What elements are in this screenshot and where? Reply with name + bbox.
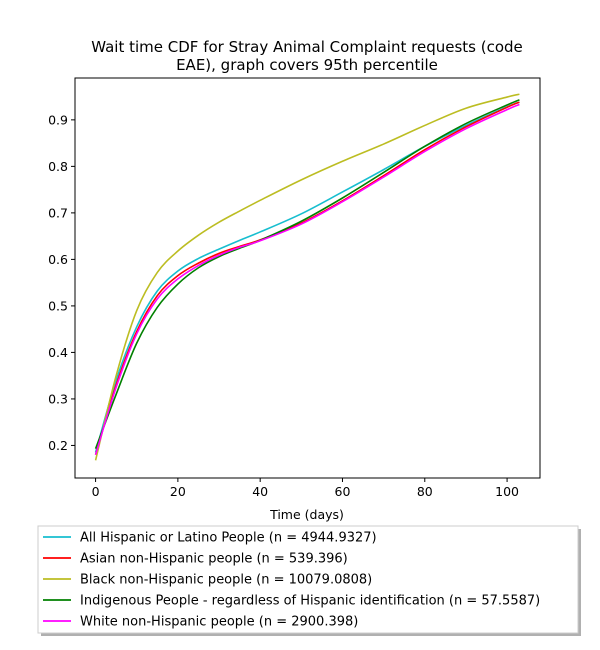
chart-title-line-2: EAE), graph covers 95th percentile xyxy=(176,56,438,74)
x-tick-label: 100 xyxy=(495,484,519,499)
chart-title-line-1: Wait time CDF for Stray Animal Complaint… xyxy=(91,38,523,56)
legend-items: All Hispanic or Latino People (n = 4944.… xyxy=(43,531,540,630)
y-tick-label: 0.3 xyxy=(48,391,68,406)
series-lines xyxy=(94,93,520,461)
legend-label-5: White non-Hispanic people (n = 2900.398) xyxy=(80,615,358,630)
legend-label-3: Black non-Hispanic people (n = 10079.080… xyxy=(80,573,372,588)
x-tick-label: 80 xyxy=(417,484,433,499)
series-line-5 xyxy=(94,103,520,455)
x-tick-label: 40 xyxy=(252,484,268,499)
legend-label-1: All Hispanic or Latino People (n = 4944.… xyxy=(80,531,377,546)
x-tick-label: 0 xyxy=(92,484,100,499)
x-tick-label: 60 xyxy=(335,484,351,499)
series-line-2 xyxy=(94,101,520,455)
x-axis-label: Time (days) xyxy=(269,507,344,522)
y-tick-label: 0.2 xyxy=(48,438,68,453)
y-tick-label: 0.5 xyxy=(48,298,68,313)
y-tick-label: 0.9 xyxy=(48,112,68,127)
y-axis: 0.2 0.3 0.4 0.5 0.6 0.7 0.8 0.9 xyxy=(48,112,75,453)
y-tick-label: 0.4 xyxy=(48,345,68,360)
legend: All Hispanic or Latino People (n = 4944.… xyxy=(37,525,581,636)
legend-label-4: Indigenous People - regardless of Hispan… xyxy=(80,594,540,609)
y-tick-label: 0.8 xyxy=(48,159,68,174)
series-line-1 xyxy=(94,101,520,453)
series-line-3 xyxy=(94,93,520,461)
y-tick-label: 0.7 xyxy=(48,205,68,220)
y-tick-label: 0.6 xyxy=(48,252,68,267)
legend-box xyxy=(37,525,579,634)
x-axis: 0 20 40 60 80 100 xyxy=(92,478,519,499)
chart-title: Wait time CDF for Stray Animal Complaint… xyxy=(91,38,523,74)
legend-label-2: Asian non-Hispanic people (n = 539.396) xyxy=(80,552,348,567)
x-tick-label: 20 xyxy=(170,484,186,499)
plot-area-frame xyxy=(74,77,541,479)
